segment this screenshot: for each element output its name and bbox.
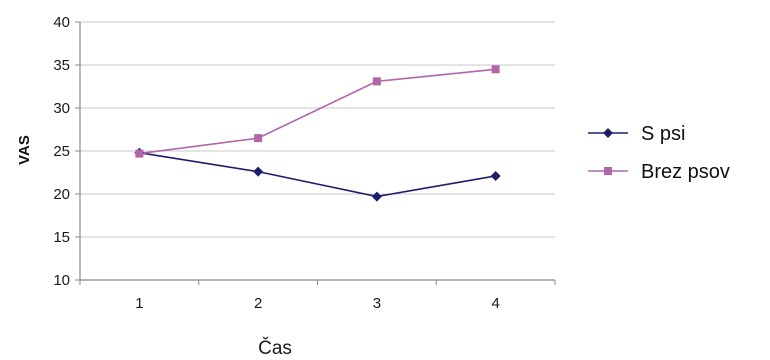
data-point [491, 65, 500, 74]
y-tick-label: 30 [53, 100, 70, 117]
x-tick-labels: 1 2 3 4 [135, 295, 500, 312]
legend-label: S psi [641, 123, 685, 145]
series-lines [139, 68, 496, 198]
series-markers [134, 65, 501, 202]
data-point [371, 191, 382, 202]
y-tick-label: 35 [53, 57, 70, 74]
legend-label: Brez psov [641, 161, 730, 183]
data-point [253, 166, 264, 177]
series-line [139, 68, 496, 155]
y-axis-title: VAS [16, 135, 33, 165]
data-point [490, 170, 501, 181]
series-line [139, 151, 496, 198]
x-tick-label: 2 [254, 295, 262, 312]
y-tick-label: 40 [53, 14, 70, 31]
y-tick-label: 20 [53, 186, 70, 203]
data-point [254, 134, 263, 143]
data-point [135, 149, 144, 158]
legend: S psi Brez psov [588, 123, 730, 183]
data-point [372, 77, 381, 86]
legend-marker [603, 128, 613, 138]
legend-marker [604, 167, 612, 175]
y-tick-label: 10 [53, 272, 70, 289]
gridlines [80, 21, 555, 238]
y-tick-labels: 10 15 20 25 30 35 40 [53, 14, 70, 289]
x-tick-label: 3 [373, 295, 381, 312]
y-tick-label: 15 [53, 229, 70, 246]
y-tick-label: 25 [53, 143, 70, 160]
x-tick-label: 4 [491, 295, 499, 312]
axes [75, 21, 556, 285]
x-axis-title: Čas [258, 337, 292, 359]
x-tick-label: 1 [135, 295, 143, 312]
